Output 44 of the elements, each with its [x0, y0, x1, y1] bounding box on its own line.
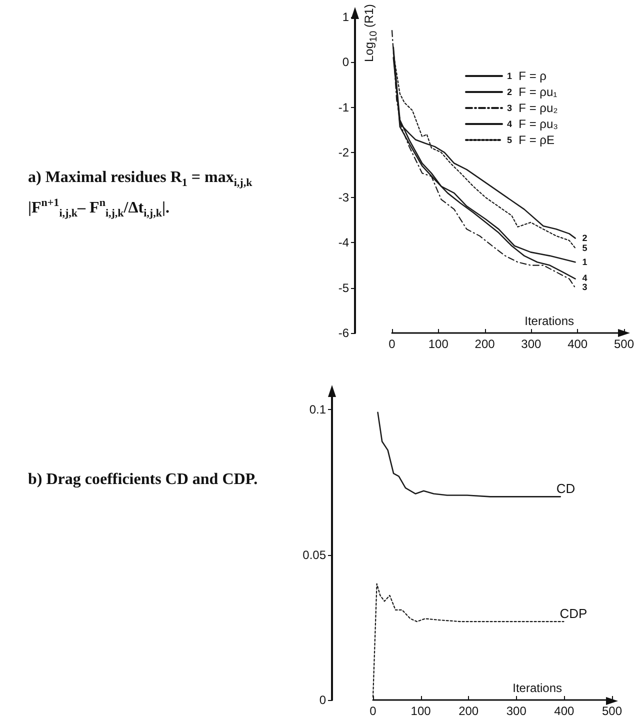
text: 2 — [582, 232, 588, 243]
text: a) Maximal residues R$_{1}$ = max$_{i,j,k}$ |F$^{n+1}$$_{i,j,k}$– F$^{n}$$_{i,j,k}$/Δt$_{i,j,k}$|. — [28, 169, 252, 220]
y-tick-label: 0 — [319, 693, 326, 707]
x-tick-label: 400 — [554, 704, 575, 717]
text: 5 — [582, 242, 588, 253]
legend-label: F = ρu₃ — [512, 117, 558, 131]
y-tick-label: 0.05 — [302, 548, 326, 562]
y-tick-label: -2 — [338, 145, 350, 160]
x-tick-label: 200 — [458, 704, 479, 717]
legend-label: F = ρu₁ — [512, 85, 558, 99]
annotation: 1 — [507, 71, 512, 81]
annotation: 2 — [507, 87, 512, 97]
legend-label: F = ρE — [512, 133, 555, 147]
y-tick-label: -1 — [338, 100, 350, 114]
x-tick-label: 300 — [521, 337, 542, 351]
x-tick-label: 0 — [388, 337, 396, 351]
y-tick-label: 0 — [342, 55, 350, 70]
x-tick-label: 200 — [474, 337, 496, 351]
x-tick-label: 500 — [602, 704, 622, 717]
x-tick-label: 100 — [410, 704, 432, 717]
series-label: CDP — [560, 606, 588, 622]
y-tick-label: -5 — [338, 280, 350, 295]
annotation: 4 — [507, 119, 512, 129]
annotation: 5 — [507, 135, 512, 145]
series-label: CD — [556, 481, 576, 496]
annotation: 3 — [507, 103, 512, 113]
legend-label: F = ρu₂ — [512, 101, 558, 115]
text: b) Drag coefficients CD and CDP. — [28, 470, 259, 490]
x-tick-label: 300 — [506, 704, 527, 717]
y-tick-label: 1 — [342, 10, 350, 24]
x-axis-title: Iterations — [512, 681, 562, 695]
text: 3 — [582, 282, 588, 292]
y-tick-label: -3 — [338, 190, 350, 205]
y-tick-label: -6 — [338, 326, 350, 340]
y-tick-label: 0.1 — [309, 402, 326, 417]
x-tick-label: 0 — [370, 704, 377, 717]
text: 1 — [582, 256, 588, 267]
x-tick-label: 400 — [568, 337, 588, 351]
x-tick-label: 500 — [614, 337, 634, 351]
x-tick-label: 100 — [428, 337, 449, 351]
text: 4 — [582, 273, 588, 284]
y-tick-label: -4 — [338, 236, 350, 250]
x-axis-title: Iterations — [524, 314, 574, 328]
legend-label: F = ρ — [512, 69, 547, 83]
